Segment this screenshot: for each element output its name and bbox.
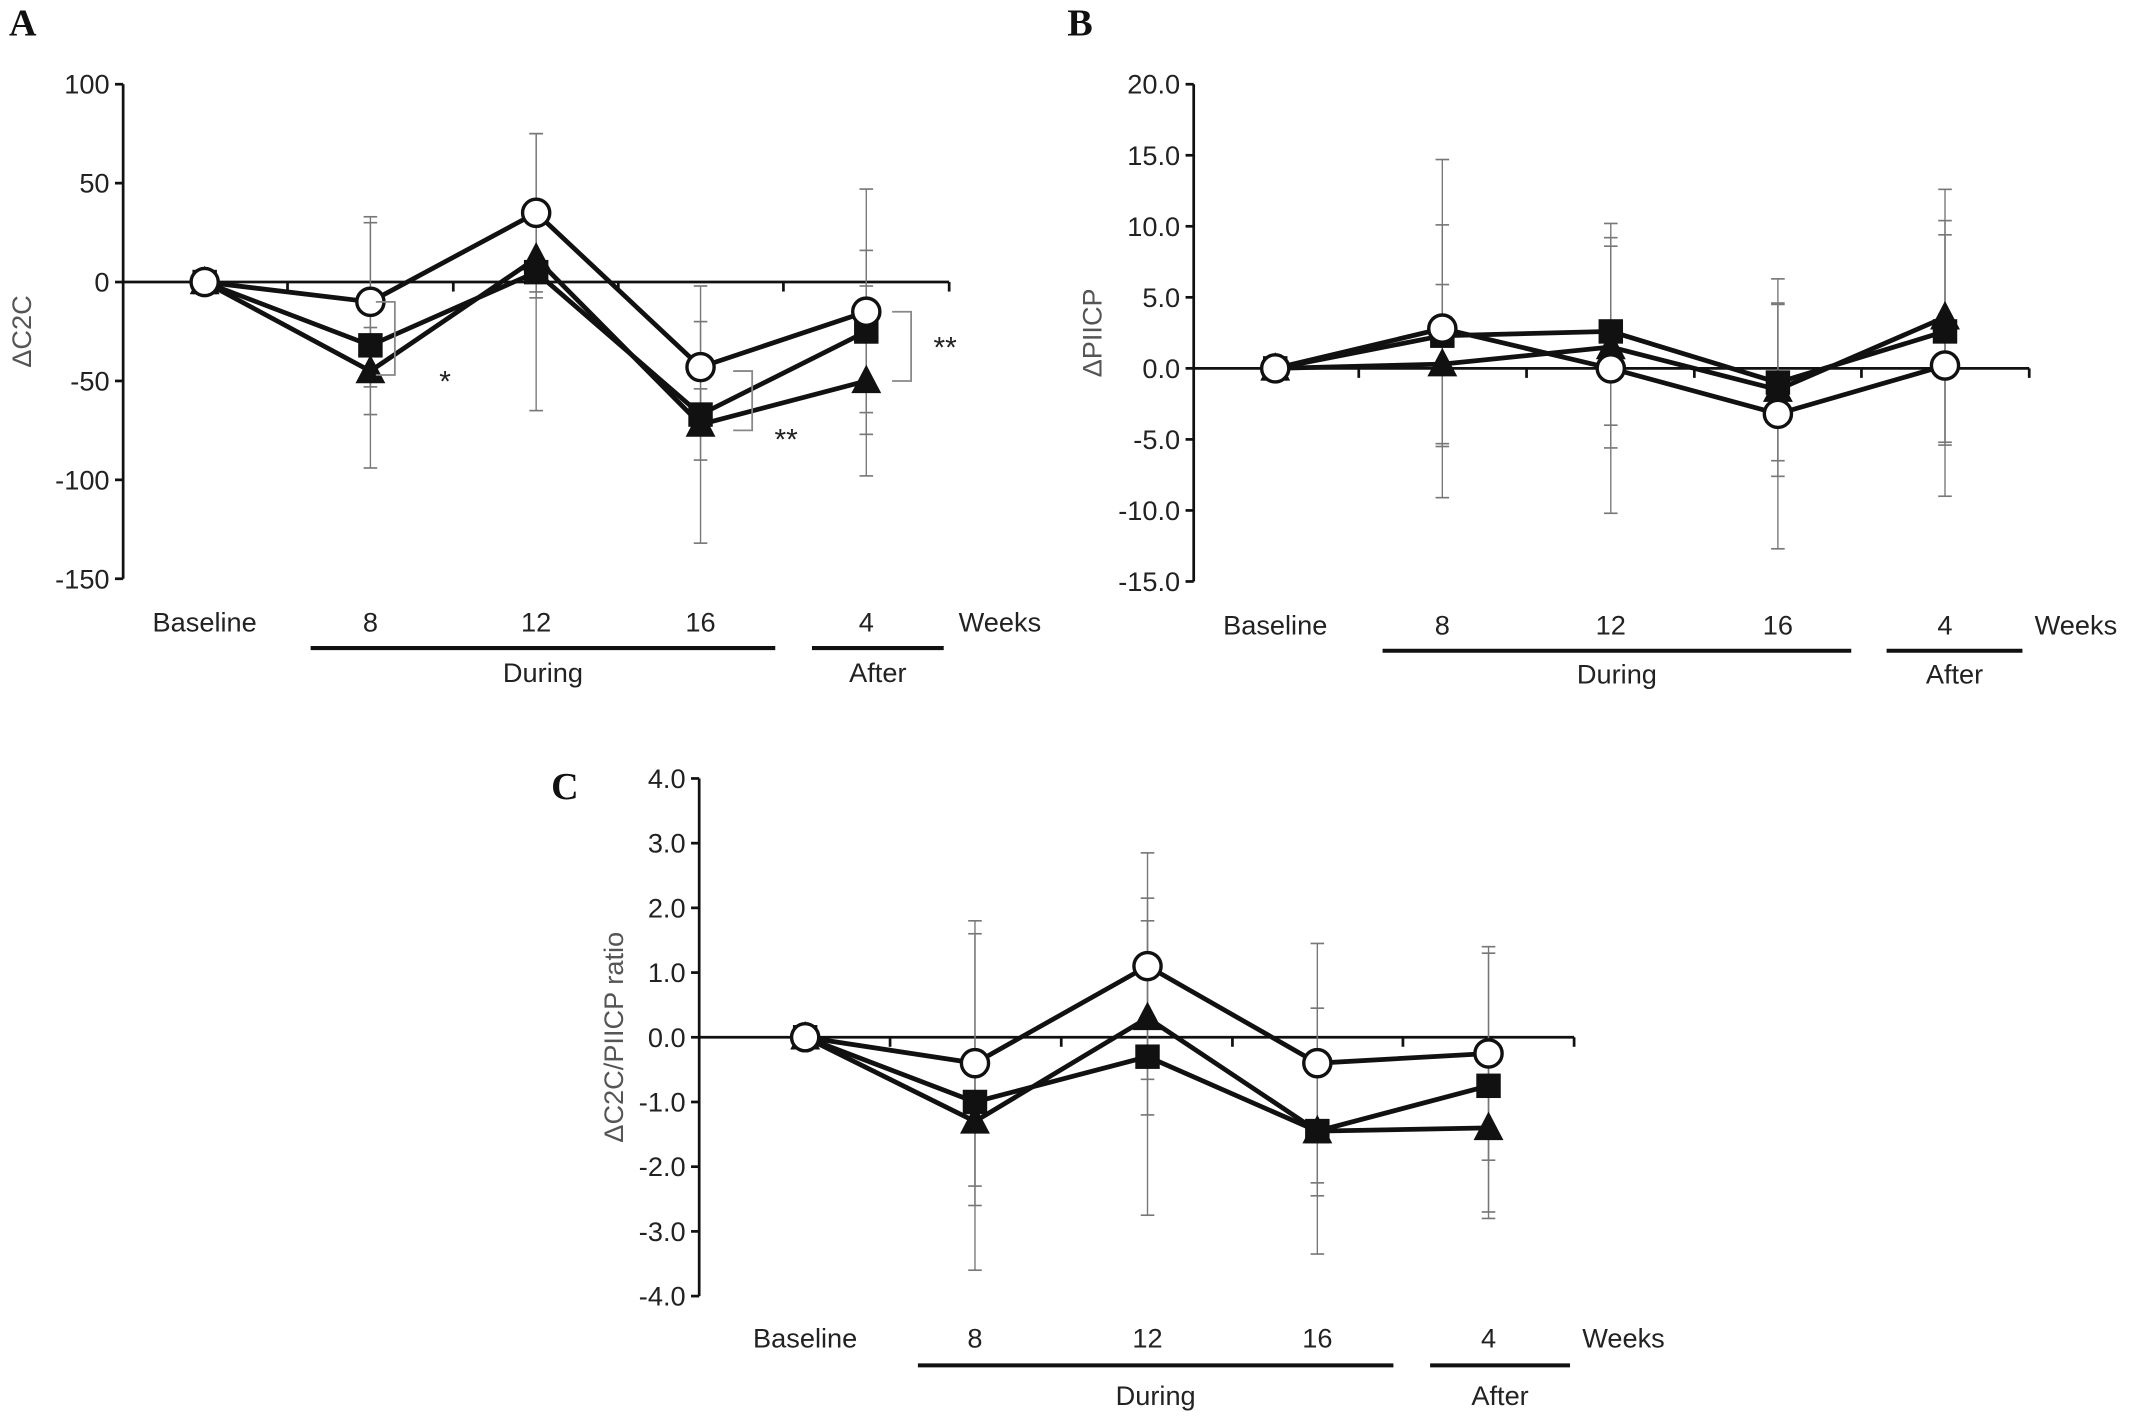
y-tick-label: 4.0	[648, 763, 686, 794]
y-tick-label: 5.0	[1142, 282, 1180, 313]
x-tick-label: 8	[1435, 609, 1450, 640]
y-tick-label: 15.0	[1127, 140, 1180, 171]
y-tick-label: -150	[55, 563, 109, 594]
panel-a: 100 50 0 -50 -100 -150 ΔC2C Baseline 8 12 16 4 Weeks…	[6, 69, 1041, 688]
marker-open-circle	[685, 351, 716, 383]
marker-open-circle	[1132, 950, 1163, 982]
y-tick-label: -10.0	[1118, 495, 1180, 526]
marker-open-circle	[1595, 353, 1627, 384]
y-tick-label: 3.0	[648, 828, 686, 859]
x-unit-label: Weeks	[1582, 1323, 1665, 1354]
x-tick-label: 8	[363, 607, 378, 638]
x-tick-label: 12	[521, 607, 551, 638]
x-tick-label: 16	[1302, 1323, 1332, 1354]
y-tick-label: 0.0	[648, 1022, 686, 1053]
group-label-during: During	[503, 657, 583, 688]
panel-letter-a: A	[9, 2, 37, 44]
marker-triangle	[960, 1105, 990, 1134]
x-tick-label: 4	[1937, 609, 1952, 640]
marker-open-circle	[520, 197, 552, 229]
marker-square	[1476, 1073, 1501, 1099]
group-label-during: During	[1577, 658, 1657, 689]
marker-square	[1765, 370, 1791, 395]
y-tick-label: 100	[64, 69, 109, 100]
marker-square	[1135, 1044, 1160, 1069]
marker-square	[358, 333, 383, 358]
x-unit-label: Weeks	[959, 607, 1042, 638]
significance-bracket	[375, 300, 396, 376]
marker-triangle	[851, 364, 882, 394]
x-tick-label: 4	[1481, 1323, 1496, 1354]
significance-bracket	[892, 310, 913, 382]
x-tick-label: 12	[1596, 609, 1626, 640]
group-label-after: After	[1471, 1380, 1528, 1411]
significance-marker: **	[933, 331, 957, 364]
group-label-after: After	[1926, 658, 1983, 689]
x-tick-label: 8	[967, 1323, 982, 1354]
marker-open-circle	[789, 1021, 821, 1053]
marker-square	[688, 402, 713, 427]
y-tick-label: 0	[94, 267, 109, 298]
y-tick-label: -50	[70, 365, 109, 396]
panel-b: 20.0 15.0 10.0 5.0 0.0 -5.0 -10.0 -15.0 ΔPIICP Ba…	[1076, 69, 2117, 690]
marker-square	[1932, 319, 1958, 344]
y-tick-label: 1.0	[648, 957, 686, 988]
marker-open-circle	[1427, 313, 1458, 344]
x-tick-label: Baseline	[753, 1323, 857, 1354]
x-tick-label: Baseline	[1223, 609, 1327, 640]
marker-open-circle	[1929, 350, 1961, 381]
marker-open-circle	[189, 266, 220, 298]
marker-open-circle	[1302, 1047, 1333, 1079]
marker-open-circle	[851, 296, 882, 327]
marker-triangle	[1132, 1001, 1163, 1031]
y-tick-label: -1.0	[639, 1086, 686, 1117]
marker-square	[523, 259, 549, 285]
marker-square	[1598, 319, 1624, 344]
significance-marker: **	[774, 424, 798, 457]
group-label-during: During	[1116, 1380, 1196, 1411]
x-tick-label: 16	[1763, 609, 1793, 640]
marker-triangle	[355, 354, 386, 384]
y-tick-label: -100	[55, 464, 109, 495]
x-tick-label: 12	[1132, 1323, 1162, 1354]
panel-letter-c: C	[551, 766, 578, 808]
y-axis-label: ΔPIICP	[1076, 288, 1107, 377]
marker-square	[962, 1089, 988, 1115]
panel-letter-b: B	[1067, 2, 1092, 44]
marker-square	[1305, 1118, 1330, 1144]
y-tick-label: -5.0	[1133, 424, 1180, 455]
marker-open-circle	[959, 1047, 991, 1079]
x-tick-label: Baseline	[153, 607, 257, 638]
marker-open-circle	[1259, 353, 1291, 384]
y-tick-label: 20.0	[1127, 69, 1180, 100]
y-axis-label: ΔC2C	[6, 295, 37, 367]
y-tick-label: -4.0	[639, 1281, 686, 1312]
marker-triangle	[1427, 347, 1458, 377]
panel-c: 4.0 3.0 2.0 1.0 0.0 -1.0 -2.0 -3.0 -4.0 ΔC2C/PIIC…	[598, 763, 1665, 1411]
marker-open-circle	[1762, 398, 1794, 430]
x-tick-label: 16	[685, 607, 715, 638]
group-label-after: After	[849, 657, 906, 688]
marker-triangle	[1595, 330, 1626, 360]
y-tick-label: 2.0	[648, 892, 686, 923]
significance-marker: *	[439, 365, 451, 398]
x-tick-label: 4	[859, 607, 874, 638]
y-axis-label: ΔC2C/PIICP ratio	[598, 932, 629, 1143]
y-tick-label: 10.0	[1127, 211, 1180, 242]
y-tick-label: 0.0	[1142, 353, 1180, 384]
y-tick-label: -15.0	[1118, 566, 1180, 597]
y-tick-label: 50	[79, 168, 109, 199]
x-unit-label: Weeks	[2035, 609, 2118, 640]
y-tick-label: -3.0	[639, 1216, 686, 1247]
significance-bracket	[733, 370, 754, 432]
marker-open-circle	[1473, 1038, 1504, 1069]
marker-triangle	[1473, 1111, 1504, 1141]
y-tick-label: -2.0	[639, 1151, 686, 1182]
